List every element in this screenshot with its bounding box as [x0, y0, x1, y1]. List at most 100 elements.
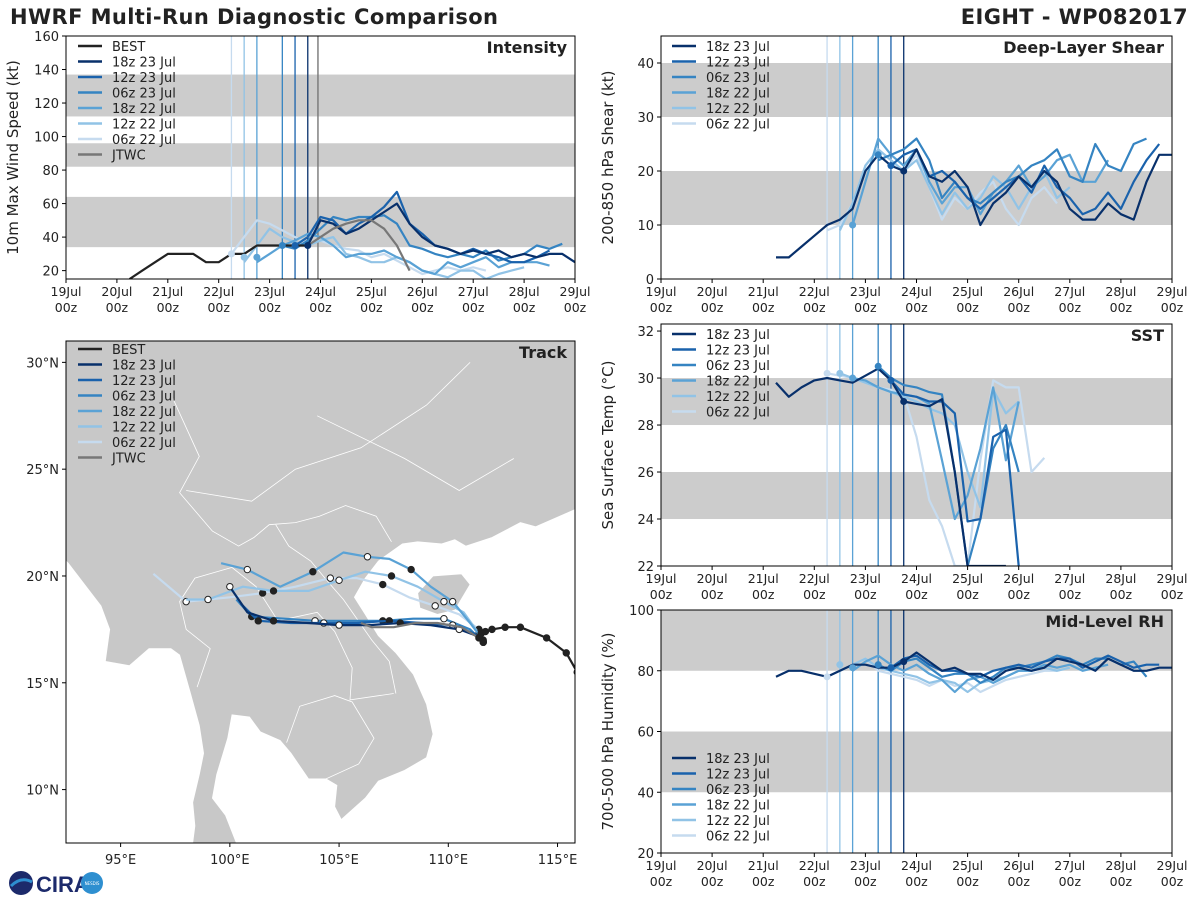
- track-point: [431, 602, 439, 610]
- x-tick-label: 00z: [905, 874, 928, 889]
- y-tick-label: 15°N: [26, 677, 59, 692]
- x-tick-label: 19Jul: [51, 284, 82, 299]
- init-marker: [823, 369, 831, 377]
- init-marker: [874, 661, 882, 669]
- legend-label: BEST: [112, 40, 145, 55]
- x-tick-label: 00z: [1007, 587, 1030, 602]
- init-marker: [278, 241, 286, 249]
- x-tick-label: 00z: [1007, 300, 1030, 315]
- x-tick-label: 00z: [752, 874, 775, 889]
- x-tick-label: 22Jul: [799, 858, 830, 873]
- legend-label: 06z 23 Jul: [706, 71, 770, 86]
- x-tick-label: 00z: [1110, 300, 1133, 315]
- legend-label: BEST: [112, 343, 145, 358]
- series-line-12z-23-jul: [294, 190, 551, 264]
- track-point: [269, 617, 278, 625]
- x-tick-label: 29Jul: [1157, 284, 1188, 299]
- x-tick-label: 00z: [701, 874, 724, 889]
- x-tick-label: 25Jul: [356, 284, 387, 299]
- legend-label: JTWC: [111, 149, 146, 164]
- y-tick-label: 100: [629, 604, 654, 619]
- x-tick-label: 27Jul: [1054, 571, 1085, 586]
- cira-logo: CIRA NESDIS: [9, 871, 103, 897]
- y-tick-label: 40: [637, 57, 654, 72]
- y-tick-label: 28: [637, 419, 654, 434]
- init-marker: [823, 673, 831, 681]
- x-tick-label: 110°E: [429, 853, 469, 868]
- init-marker: [900, 658, 908, 666]
- x-tick-label: 00z: [157, 300, 180, 315]
- series-line-18z-23-jul: [306, 202, 575, 264]
- track-point: [204, 595, 212, 604]
- y-tick-label: 30: [637, 111, 654, 126]
- y-tick-label: 40: [637, 786, 654, 801]
- x-tick-label: 20Jul: [697, 571, 728, 586]
- panel-title: Track: [519, 343, 567, 362]
- x-tick-label: 00z: [956, 587, 979, 602]
- country-border: [275, 524, 397, 694]
- track-point: [226, 582, 234, 591]
- x-tick-label: 21Jul: [748, 284, 779, 299]
- legend-label: 12z 23 Jul: [706, 768, 770, 783]
- y-tick-label: 30: [637, 372, 654, 387]
- x-tick-label: 26Jul: [1003, 284, 1034, 299]
- x-tick-label: 00z: [1161, 300, 1184, 315]
- series-line-12z-23-jul: [890, 379, 1020, 566]
- init-marker: [874, 362, 882, 370]
- y-tick-label: 60: [637, 726, 654, 741]
- x-tick-label: 00z: [650, 874, 673, 889]
- x-tick-label: 00z: [258, 300, 281, 315]
- y-tick-label: 22: [637, 560, 654, 575]
- y-tick-label: 40: [42, 231, 59, 246]
- series-line-jtwc: [307, 219, 411, 272]
- x-tick-label: 00z: [1059, 587, 1082, 602]
- x-tick-label: 22Jul: [799, 284, 830, 299]
- x-tick-label: 28Jul: [1105, 858, 1136, 873]
- x-tick-label: 00z: [803, 587, 826, 602]
- x-tick-label: 23Jul: [850, 858, 881, 873]
- legend-label: 18z 23 Jul: [112, 56, 176, 71]
- series-line-06z-23-jul: [877, 137, 1147, 205]
- init-marker: [304, 241, 312, 249]
- init-marker: [849, 374, 857, 382]
- legend-label: 12z 23 Jul: [706, 56, 770, 71]
- legend-label: 18z 23 Jul: [706, 752, 770, 767]
- x-tick-label: 00z: [905, 300, 928, 315]
- track-point: [488, 625, 496, 634]
- y-tick-label: 24: [637, 513, 654, 528]
- y-axis-label: 10m Max Wind Speed (kt): [4, 60, 22, 255]
- panel-sst: 22242628303219Jul00z20Jul00z21Jul00z22Ju…: [599, 323, 1188, 602]
- legend-label: 18z 23 Jul: [706, 328, 770, 343]
- x-tick-label: 00z: [803, 874, 826, 889]
- y-tick-label: 10°N: [26, 784, 59, 799]
- series-line-12z-22-jul: [243, 227, 525, 279]
- series-line-18z-23-jul: [775, 651, 1172, 682]
- x-tick-label: 28Jul: [1105, 284, 1136, 299]
- init-marker: [900, 398, 908, 406]
- track-point: [387, 572, 396, 580]
- x-tick-label: 00z: [956, 874, 979, 889]
- panel-title: Deep-Layer Shear: [1003, 38, 1164, 57]
- panel-title: Intensity: [487, 38, 568, 57]
- legend-label: 06z 22 Jul: [706, 118, 770, 133]
- series-line-12z-23-jul: [890, 143, 1161, 216]
- land: [66, 341, 575, 843]
- init-marker: [900, 167, 908, 175]
- x-tick-label: 27Jul: [1054, 284, 1085, 299]
- track-point: [309, 568, 317, 576]
- x-tick-label: 29Jul: [1157, 858, 1188, 873]
- x-tick-label: 00z: [1161, 587, 1184, 602]
- track-point: [440, 615, 448, 623]
- x-tick-label: 00z: [309, 300, 332, 315]
- init-marker: [291, 241, 299, 249]
- x-tick-label: 23Jul: [850, 571, 881, 586]
- y-tick-label: 60: [42, 198, 59, 213]
- y-tick-label: 26: [637, 466, 654, 481]
- x-tick-label: 25Jul: [952, 571, 983, 586]
- track-line-18z-23-jul: [228, 586, 484, 643]
- series-group: [776, 137, 1172, 259]
- cira-globe-icon: [9, 871, 33, 895]
- x-tick-label: 00z: [411, 300, 434, 315]
